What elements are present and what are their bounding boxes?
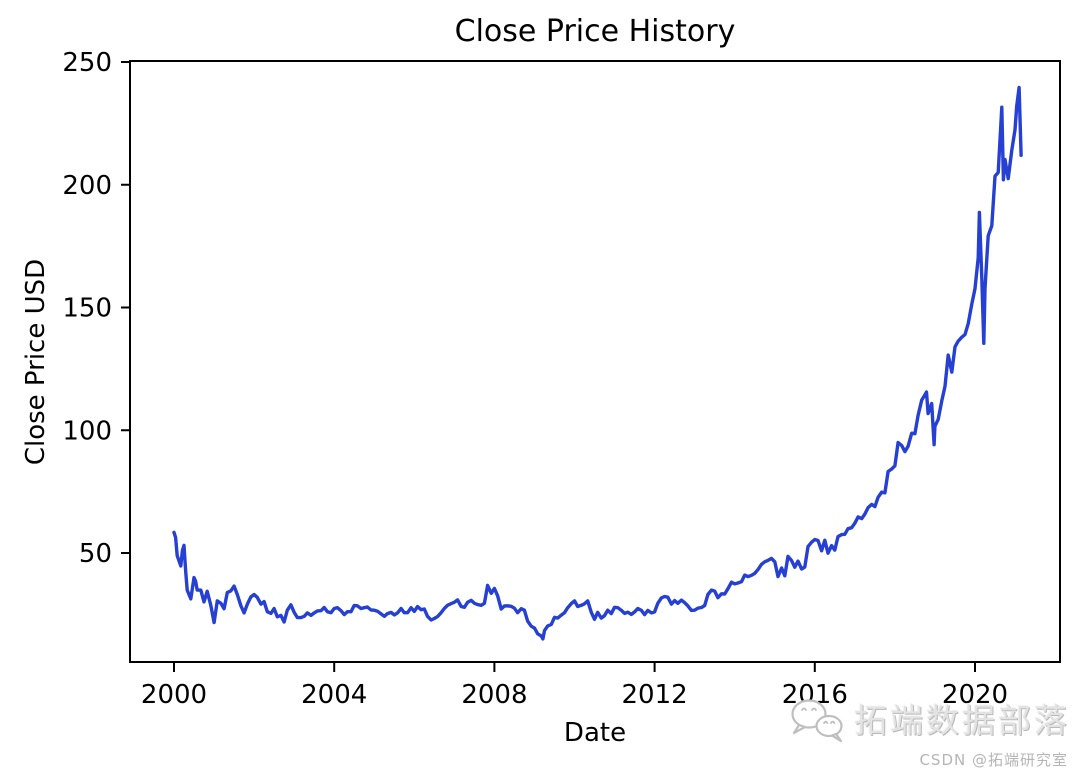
x-tick-label: 2012 [622, 680, 688, 710]
x-tick-label: 2020 [942, 680, 1008, 710]
plot-spines [129, 60, 1061, 663]
wechat-icon [791, 699, 843, 743]
y-tick-label: 50 [79, 539, 112, 569]
x-tick-label: 2000 [141, 680, 207, 710]
watermark-brand-text: 拓端数据部落 [854, 701, 1070, 741]
x-tick-label: 2004 [301, 680, 367, 710]
watermark: 拓端数据部落 CSDN @拓端研究室 [786, 696, 1070, 770]
y-tick-label: 150 [62, 294, 112, 324]
y-tick-label: 100 [62, 416, 112, 446]
y-tick-label: 250 [62, 48, 112, 78]
x-tick-label: 2008 [461, 680, 527, 710]
watermark-credit-text: CSDN @拓端研究室 [919, 751, 1068, 769]
chart-title: Close Price History [454, 14, 736, 49]
y-tick-label: 200 [62, 171, 112, 201]
watermark-row: 拓端数据部落 [786, 696, 1070, 746]
close-price-line [172, 85, 1023, 641]
x-axis-label: Date [563, 718, 627, 748]
